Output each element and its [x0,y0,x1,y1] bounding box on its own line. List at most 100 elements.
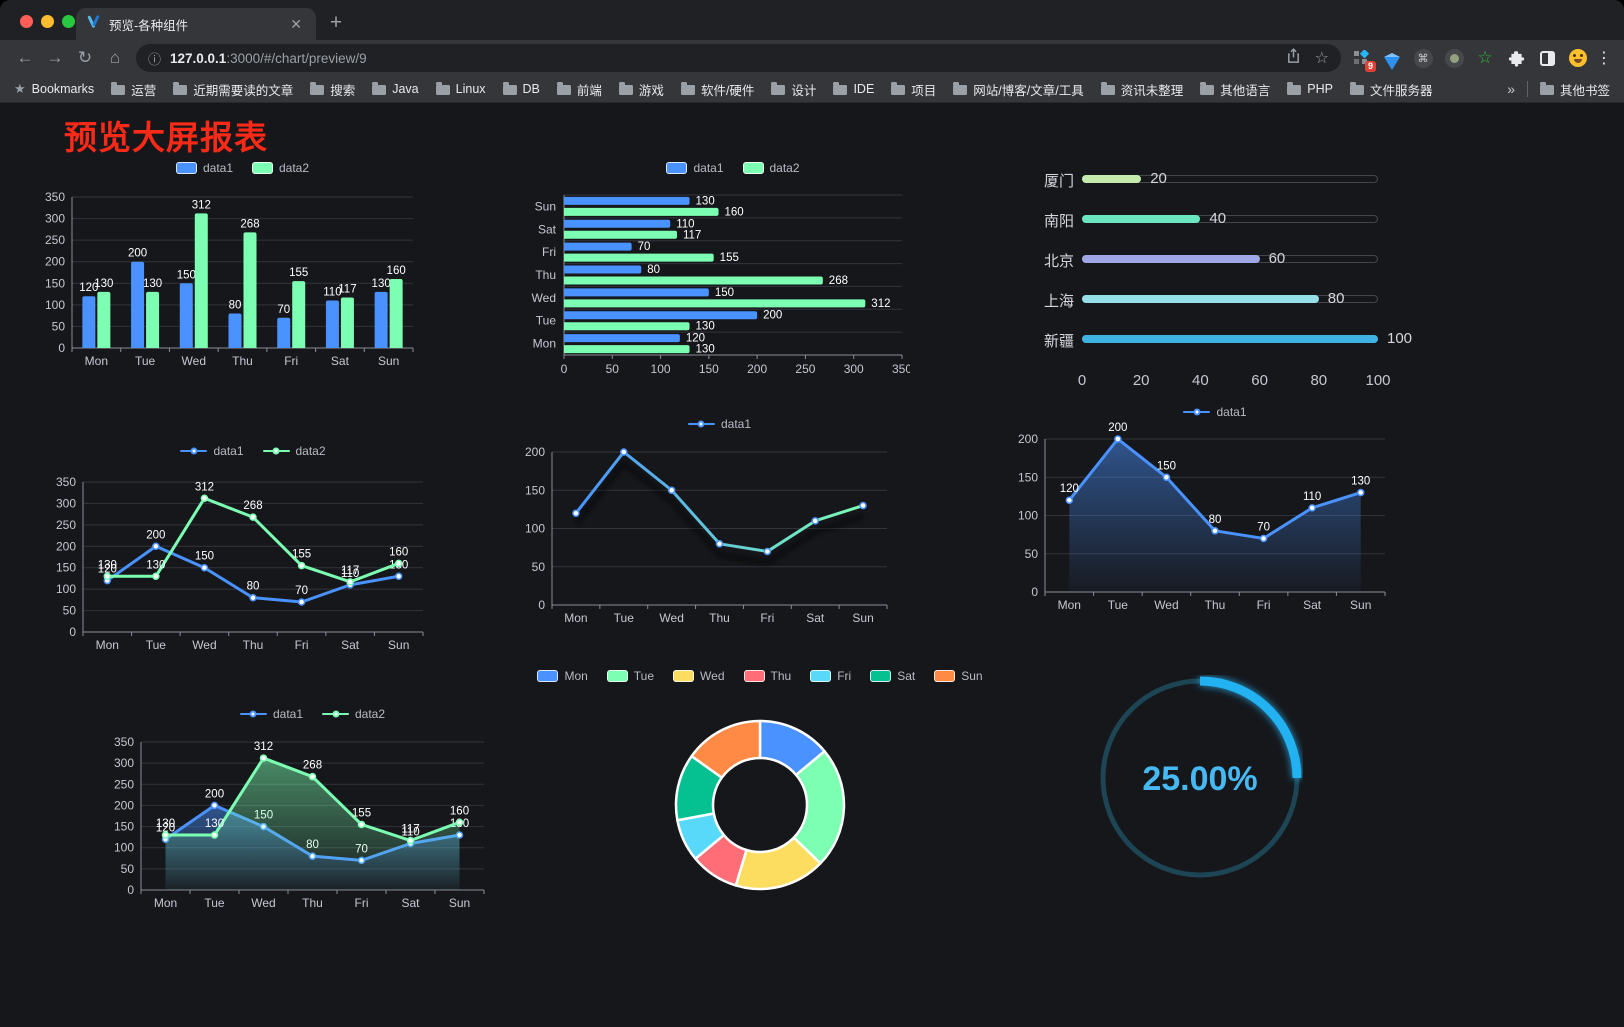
svg-text:Sun: Sun [388,638,409,652]
back-icon[interactable]: ← [16,48,34,67]
maximize-window-button[interactable] [62,15,75,28]
legend-item[interactable]: data1 [239,707,303,721]
legend-item[interactable]: Sun [934,669,983,683]
bookmark-folder[interactable]: 文件服务器 [1349,80,1432,99]
svg-text:Wed: Wed [532,291,556,305]
bookmarks-overflow-chevron[interactable]: » [1507,81,1515,97]
forward-icon[interactable]: → [46,48,64,67]
close-window-button[interactable] [20,15,33,28]
bookmark-folder[interactable]: IDE [833,82,874,96]
site-info-icon[interactable]: ⓘ [148,51,162,67]
svg-text:117: 117 [401,824,419,836]
svg-text:50: 50 [121,862,135,876]
puzzle-extension-icon[interactable] [1506,48,1526,68]
bookmark-folder[interactable]: 游戏 [618,80,664,99]
legend-marker-icon [537,670,559,682]
legend-item[interactable]: data1 [180,444,244,458]
bookmark-folder[interactable]: 近期需要读的文章 [173,80,293,99]
browser-toolbar: ← → ↻ ⌂ ⓘ 127.0.0.1:3000/#/chart/preview… [0,40,1624,76]
green-star-extension-icon[interactable]: ☆ [1477,48,1493,67]
home-icon[interactable]: ⌂ [109,48,121,67]
bookmark-folder[interactable]: 搜索 [310,80,355,99]
legend-item[interactable]: Mon [537,669,588,683]
grid-extension-icon[interactable]: 9 [1351,48,1376,72]
other-bookmarks[interactable]: 其他书签 [1539,80,1610,99]
svg-text:Fri: Fri [1257,598,1271,612]
legend-item[interactable]: Sat [870,669,915,683]
browser-tab[interactable]: 预览-各种组件 ✕ [76,8,316,40]
legend-item[interactable]: data1 [175,161,233,175]
legend-item[interactable]: data2 [742,161,800,175]
gem-extension-icon[interactable] [1382,48,1402,70]
svg-text:Sat: Sat [1303,598,1322,612]
bookmark-folder[interactable]: 设计 [771,80,816,99]
folder-icon [435,82,450,95]
svg-text:Wed: Wed [192,638,216,652]
legend-marker-icon [262,445,290,458]
minimize-window-button[interactable] [41,15,54,28]
bookmark-folder[interactable]: 运营 [111,80,156,99]
svg-text:110: 110 [401,826,419,838]
chart-area-line[interactable]: data1 0 50 100 150 200 Mon Tue Wed Thu Fri Sat Sun 12… [1000,400,1392,614]
chart-gauge[interactable]: 25.00% [1097,675,1303,881]
emoji-extension-icon[interactable] [1568,48,1588,68]
svg-text:Fri: Fri [542,245,556,259]
svg-text:100: 100 [56,582,76,596]
bookmark-star-icon[interactable]: ☆ [1314,50,1329,67]
browser-menu-icon[interactable]: ⋮ [1596,50,1612,67]
bookmark-folder[interactable]: DB [502,82,540,96]
legend-item[interactable]: data1 [687,417,751,431]
bookmark-folder[interactable]: 项目 [891,80,936,99]
legend-item[interactable]: Wed [673,669,725,683]
chart-two-area-line[interactable]: data1 data2 0 50 100 150 200 250 300 350 Mon Tue Wed… [100,702,494,912]
close-tab-icon[interactable]: ✕ [290,15,302,32]
chart-donut[interactable]: Mon Tue Wed Thu Fri Sat Sun [537,660,983,895]
svg-text:312: 312 [871,298,890,310]
legend-item[interactable]: data1 [1183,405,1247,419]
legend-item[interactable]: data2 [262,444,326,458]
new-tab-button[interactable]: + [329,11,343,34]
legend-item[interactable]: data2 [322,707,385,721]
panel-extension-icon[interactable] [1537,48,1557,68]
dot-extension-icon[interactable] [1444,48,1464,68]
share-icon[interactable] [1286,47,1301,69]
svg-text:Wed: Wed [659,611,683,624]
svg-text:155: 155 [352,807,371,819]
svg-text:130: 130 [1351,476,1370,488]
bookmark-folder[interactable]: 网站/博客/文章/工具 [953,80,1084,99]
legend-marker-icon [687,418,715,431]
bookmark-folder[interactable]: 前端 [556,80,602,99]
folder-icon [833,82,848,95]
legend-item[interactable]: data2 [252,161,309,175]
svg-text:70: 70 [638,241,651,253]
svg-text:150: 150 [45,276,65,290]
bookmark-folder[interactable]: 资讯未整理 [1100,80,1183,99]
bookmark-folder[interactable]: 其他语言 [1200,80,1270,99]
chart-gradient-line[interactable]: data1 0 50 100 150 200 Mon Tue Wed Thu Fri Sat Sun [508,414,900,625]
legend-item[interactable]: Thu [743,669,791,683]
svg-text:130: 130 [98,559,117,571]
svg-text:Tue: Tue [1108,598,1129,612]
bookmark-folder[interactable]: 软件/硬件 [680,80,754,99]
tab-title: 预览-各种组件 [109,18,189,33]
url-text[interactable]: 127.0.0.1:3000/#/chart/preview/9 [170,51,1286,66]
bookmark-folder[interactable]: Linux [435,82,486,96]
chart-two-line[interactable]: data1 data2 0 50 100 150 200 250 300 350 Mon Tue Wed… [45,443,445,657]
legend-item[interactable]: Tue [606,669,654,683]
svg-text:200: 200 [1108,422,1127,434]
chart-grouped-bar[interactable]: data1 data2 0 50 100 150 200 250 300 350 Mon Tue Wed… [40,156,450,372]
address-bar[interactable]: ⓘ 127.0.0.1:3000/#/chart/preview/9 ☆ [136,44,1341,72]
bookmarks-root[interactable]: ★ Bookmarks [14,81,94,97]
svg-text:200: 200 [763,310,782,322]
reload-icon[interactable]: ↻ [77,48,93,67]
chart-city-progress[interactable]: 厦门 20 南阳 40 北京 60 上海 80 新疆 100 0 20 40 60 80 100 [1000,160,1412,392]
legend-item[interactable]: data1 [666,161,724,175]
bookmark-folder[interactable]: PHP [1287,82,1333,96]
bookmark-folder[interactable]: Java [372,82,419,96]
chart-grouped-bar-horizontal[interactable]: data1 data2 0 50 100 150 200 250 300 350 Sun Sat Fri… [498,156,913,376]
svg-text:150: 150 [699,362,719,374]
command-extension-icon[interactable]: ⌘ [1413,48,1433,68]
progress-row-label: 南阳 [1043,213,1074,230]
chart-canvas: 0 50 100 150 200 250 300 350 Mon Tue Wed Thu Fri Sat S… [56,475,424,652]
legend-item[interactable]: Fri [810,669,851,683]
